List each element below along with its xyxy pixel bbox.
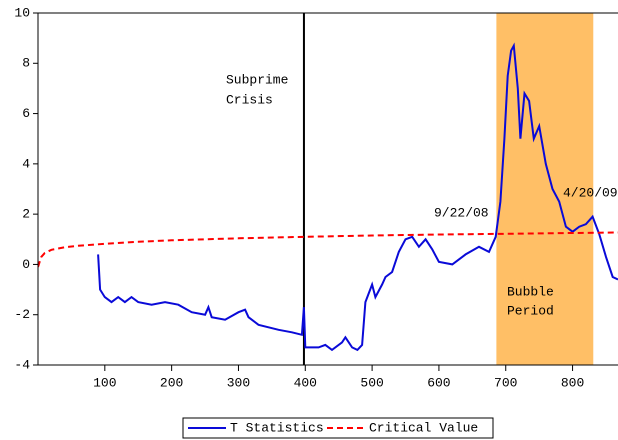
x-tick-label: 600 [427,375,450,390]
x-tick-label: 200 [160,375,183,390]
y-tick-label: 8 [22,56,30,71]
legend-label: Critical Value [369,420,478,435]
y-tick-label: 10 [14,5,30,20]
legend-label: T Statistics [230,420,324,435]
annotation: 9/22/08 [434,205,489,220]
bubble-period-shade [496,13,594,365]
x-tick-label: 500 [360,375,383,390]
annotation: Bubble [507,284,554,299]
series-line [38,231,618,268]
annotation: Subprime [226,72,288,87]
y-tick-label: -4 [14,357,30,372]
x-tick-label: 800 [561,375,584,390]
plot-area [38,13,618,365]
x-tick-label: 100 [93,375,116,390]
series-line [97,42,618,352]
y-tick-label: -2 [14,307,30,322]
x-tick-label: 300 [227,375,250,390]
annotation: Crisis [226,92,273,107]
y-tick-label: 0 [22,257,30,272]
y-tick-label: 2 [22,207,30,222]
y-tick-label: 6 [22,106,30,121]
x-tick-label: 700 [494,375,517,390]
annotation: Period [507,303,554,318]
x-tick-label: 400 [294,375,317,390]
annotation: 4/20/09 [563,185,618,200]
y-tick-label: 4 [22,156,30,171]
